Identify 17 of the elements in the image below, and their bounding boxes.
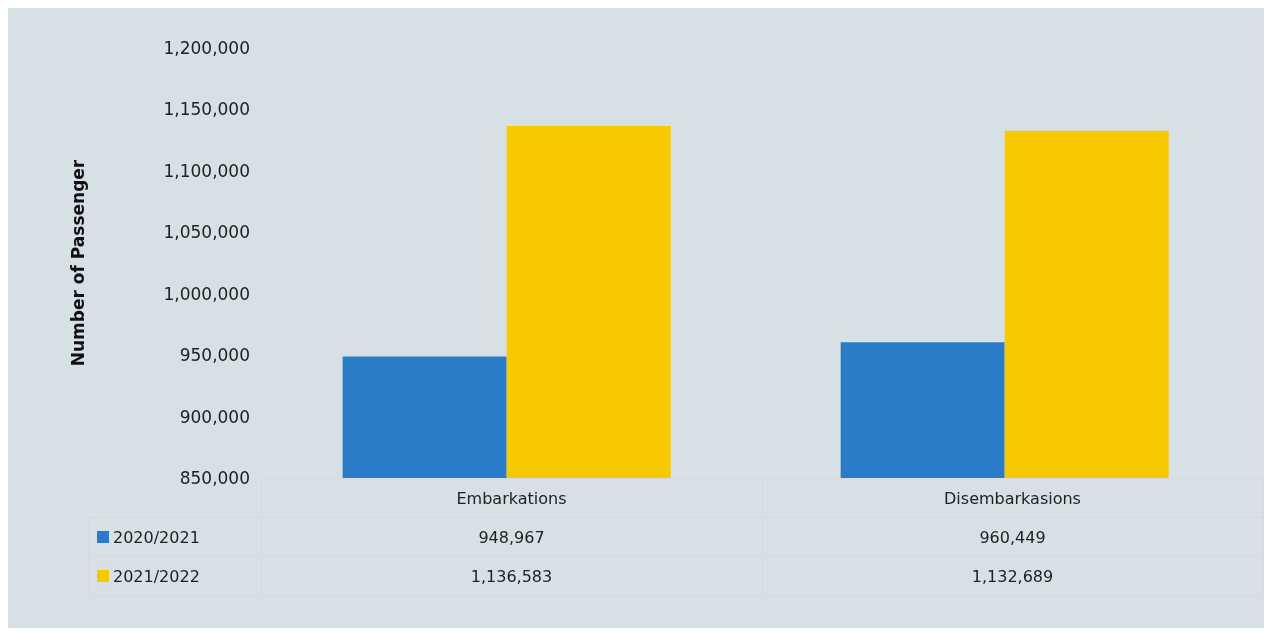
y-tick-label: 1,200,000 [163, 38, 250, 59]
x-tick-label: Embarkations [261, 478, 762, 518]
data-label: 1,132,689 [762, 556, 1263, 596]
y-tick-label: 1,100,000 [163, 160, 250, 181]
legend-label: 2020/2021 [112, 527, 200, 547]
y-tick-label: 1,150,000 [163, 99, 250, 120]
data-label: 960,449 [762, 517, 1263, 557]
y-axis-title: Number of Passenger [68, 159, 89, 367]
data-label: 948,967 [261, 517, 762, 557]
x-tick-label: Disembarkasions [762, 478, 1263, 518]
legend-label: 2021/2022 [112, 566, 200, 586]
y-tick-label: 950,000 [179, 345, 250, 366]
y-tick-label: 900,000 [179, 406, 250, 427]
y-tick-label: 1,050,000 [163, 222, 250, 243]
y-tick-label: 850,000 [179, 468, 250, 489]
y-tick-label: 1,000,000 [163, 283, 250, 304]
data-label: 1,136,583 [261, 556, 762, 596]
